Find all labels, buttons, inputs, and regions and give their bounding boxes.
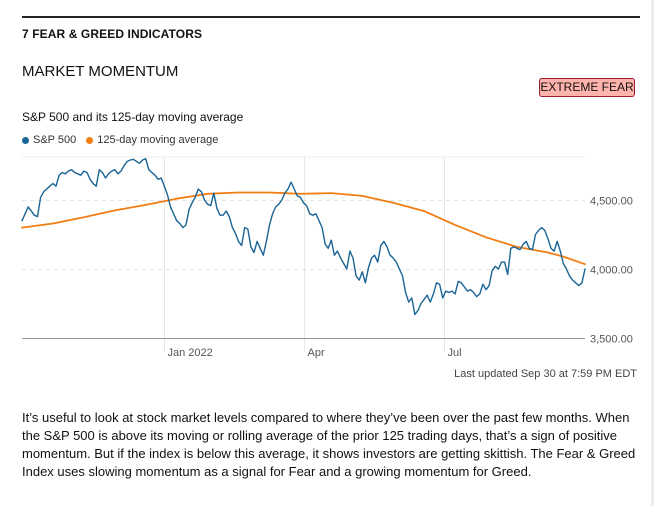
y-tick-label: 3,500.00 [590,334,633,346]
y-tick-label: 4,500.00 [590,196,633,208]
chart-title: S&P 500 and its 125-day moving average [22,110,244,124]
scrollbar-track[interactable] [651,0,654,506]
legend-label: S&P 500 [33,134,77,146]
axis-layer: Jan 2022 Apr Jul 4,500.00 4,000.00 3,500.00 [168,196,633,360]
indicator-title: MARKET MOMENTUM [22,63,179,80]
x-tick-label: Jul [448,347,462,359]
legend-dot-orange-icon [86,136,94,144]
series-line-moving-average [21,191,586,266]
series-line-sp500 [21,157,586,316]
legend-dot-blue-icon [22,136,29,144]
x-tick-label: Jan 2022 [168,347,213,359]
x-tick-label: Apr [308,347,325,359]
chart-legend: S&P 500 125-day moving average [22,134,228,146]
series-layer [21,157,586,316]
rating-badge: EXTREME FEAR [539,78,635,97]
section-title: 7 FEAR & GREED INDICATORS [22,27,203,41]
grid-layer [22,156,585,352]
description-text: It’s useful to look at stock market leve… [22,410,636,479]
line-chart[interactable]: Jan 2022 Apr Jul 4,500.00 4,000.00 3,500.00 [0,150,654,360]
legend-label: 125-day moving average [97,134,219,146]
last-updated-text: Last updated Sep 30 at 7:59 PM EDT [454,368,637,380]
y-tick-label: 4,000.00 [590,265,633,277]
legend-item-sp500[interactable]: S&P 500 [22,134,76,146]
section-divider [22,16,640,18]
legend-item-moving-average[interactable]: 125-day moving average [86,134,218,146]
